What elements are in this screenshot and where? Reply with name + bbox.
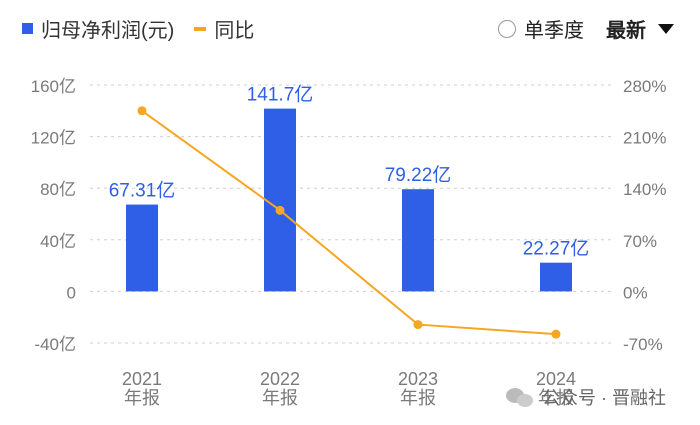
line-legend-swatch [194,26,207,31]
y-left-tick-label: 40亿 [40,232,76,251]
bar-value-label: 67.31亿 [109,180,176,202]
single-quarter-radio[interactable] [498,19,516,38]
yoy-line [141,109,557,336]
y-right-tick-label: 70% [623,232,657,251]
y-right-tick-label: 210% [623,129,666,148]
period-select[interactable]: 最新 [606,20,646,42]
x-tick-label: 2021 [122,369,162,389]
yoy-point [137,106,147,116]
watermark-text: 公众号 · 晋融社 [542,388,666,408]
x-tick-sublabel: 年报 [124,388,160,408]
x-tick-sublabel: 年报 [400,388,436,408]
yoy-point [551,329,561,339]
line-legend-label[interactable]: 同比 [214,20,255,42]
bar [126,204,158,292]
y-right-tick-label: 140% [623,180,666,199]
y-left-tick-label: 160亿 [31,77,76,96]
bar [264,108,296,292]
x-tick-label: 2024 [536,369,576,389]
wechat-icon [506,386,536,408]
y-right-tick-label: 280% [623,77,666,96]
chart-legend: 归母净利润(元) 同比 [22,14,254,43]
single-quarter-label[interactable]: 单季度 [524,20,584,42]
bar-value-label: 79.22亿 [385,164,452,186]
y-left-tick-label: -40亿 [34,335,76,354]
watermark: 公众号 · 晋融社 [506,384,666,410]
y-left-tick-label: 80亿 [40,180,76,199]
x-tick-sublabel: 年报 [262,388,298,408]
y-right-tick-label: 0% [623,283,648,302]
bar [540,262,572,292]
x-tick-label: 2022 [260,369,300,389]
bar [402,189,434,292]
bar-legend-swatch [22,23,33,34]
chart-controls: 单季度 最新 [498,14,674,43]
bar-value-label: 141.7亿 [247,84,314,106]
chevron-down-icon[interactable] [658,23,674,34]
bar-legend-label[interactable]: 归母净利润(元) [41,20,175,42]
yoy-point [413,320,423,330]
y-left-tick-label: 120亿 [31,129,76,148]
y-left-tick-label: 0 [67,283,76,302]
yoy-point [275,205,285,215]
x-tick-sublabel: 年报 [538,388,574,408]
bar-value-label: 22.27亿 [523,238,590,260]
y-right-tick-label: -70% [623,335,663,354]
x-tick-label: 2023 [398,369,438,389]
